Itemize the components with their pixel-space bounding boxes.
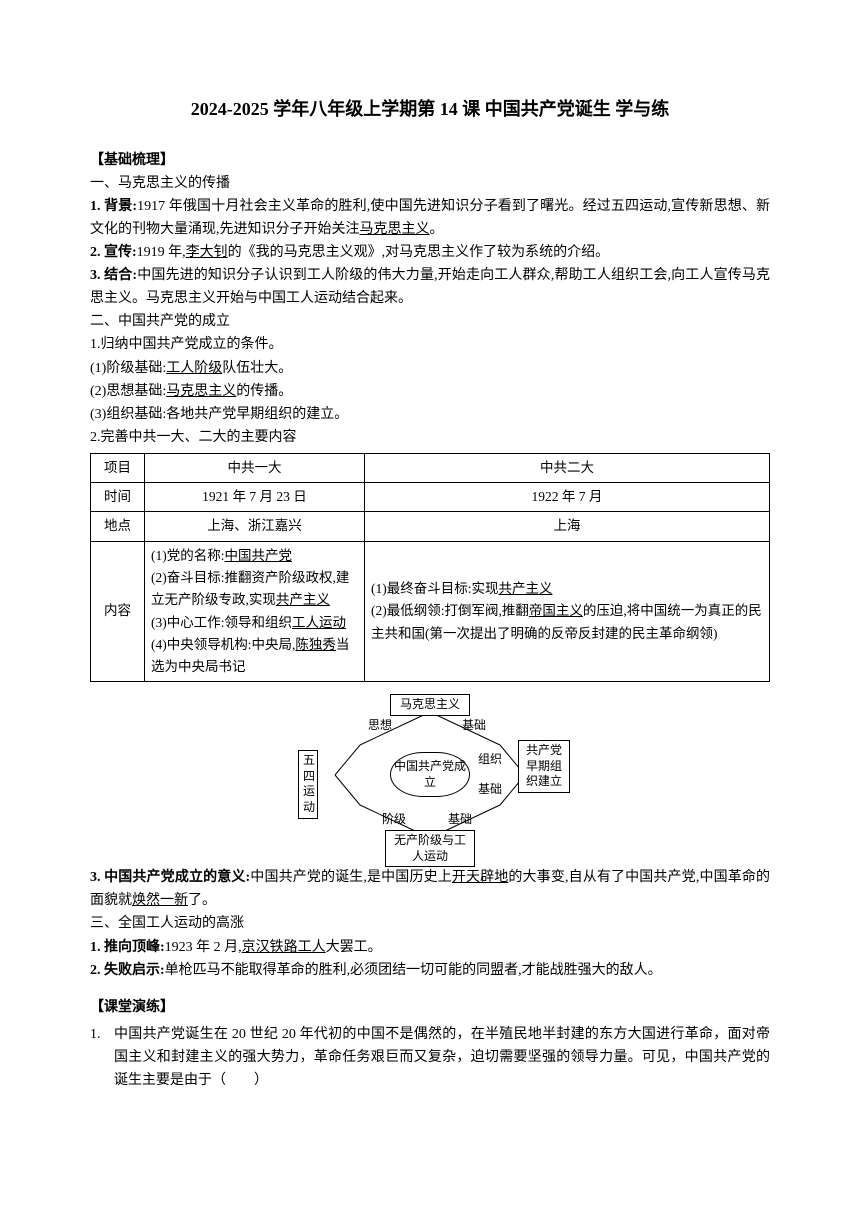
edge-label-bl: 阶级 bbox=[382, 812, 406, 826]
section-basics-header: 【基础梳理】 bbox=[90, 149, 770, 172]
diagram-bottom-box: 无产阶级与工人运动 bbox=[385, 830, 475, 867]
edge-label-tr: 基础 bbox=[462, 718, 486, 732]
cond2-pre: (2)思想基础: bbox=[90, 384, 166, 399]
cond1-post: 队伍壮大。 bbox=[222, 361, 292, 376]
combine-label: 3. 结合: bbox=[90, 268, 137, 283]
significance-text-3: 了。 bbox=[188, 893, 216, 908]
td-time-2: 1922 年 7 月 bbox=[364, 483, 769, 512]
td-content-label: 内容 bbox=[91, 541, 145, 682]
peak-para: 1. 推向顶峰:1923 年 2 月,京汉铁路工人大罢工。 bbox=[90, 936, 770, 959]
td-time-1: 1921 年 7 月 23 日 bbox=[145, 483, 365, 512]
c1-l1-u: 中国共产党 bbox=[225, 548, 293, 563]
significance-u2: 焕然一新 bbox=[132, 893, 188, 908]
c2-l2-u: 帝国主义 bbox=[529, 603, 583, 618]
table-row: 内容 (1)党的名称:中国共产党 (2)奋斗目标:推翻资产阶级政权,建立无产阶级… bbox=[91, 541, 770, 682]
significance-text-1: 中国共产党的诞生,是中国历史上 bbox=[250, 870, 452, 885]
propaganda-label: 2. 宣传: bbox=[90, 245, 137, 260]
table-row: 时间 1921 年 7 月 23 日 1922 年 7 月 bbox=[91, 483, 770, 512]
page-title: 2024-2025 学年八年级上学期第 14 课 中国共产党诞生 学与练 bbox=[90, 95, 770, 125]
exercise-item: 1. 中国共产党诞生在 20 世纪 20 年代初的中国不是偶然的，在半殖民地半封… bbox=[90, 1023, 770, 1092]
exercise-number: 1. bbox=[90, 1023, 114, 1092]
exercise-header: 【课堂演练】 bbox=[90, 996, 770, 1019]
subsection-1: 一、马克思主义的传播 bbox=[90, 172, 770, 195]
edge-label-tl: 思想 bbox=[368, 718, 392, 732]
c1-l2-u: 共产主义 bbox=[276, 592, 330, 607]
condition-3: (3)组织基础:各地共产党早期组织的建立。 bbox=[90, 403, 770, 426]
concept-diagram: 马克思主义 五四运动 中国共产党成立 共产党早期组织建立 无产阶级与工人运动 思… bbox=[290, 690, 570, 860]
propaganda-underline: 李大钊 bbox=[186, 245, 228, 260]
edge-label-rt: 组织 bbox=[478, 752, 502, 766]
cond1-pre: (1)阶级基础: bbox=[90, 361, 166, 376]
c1-l3-u: 工人运动 bbox=[292, 615, 346, 630]
background-para: 1. 背景:1917 年俄国十月社会主义革命的胜利,使中国先进知识分子看到了曙光… bbox=[90, 195, 770, 241]
subsection-3: 三、全国工人运动的高涨 bbox=[90, 912, 770, 935]
failure-label: 2. 失败启示: bbox=[90, 963, 165, 978]
th-item: 项目 bbox=[91, 453, 145, 482]
c2-l2-pre: (2)最低纲领:打倒军阀,推翻 bbox=[371, 603, 529, 618]
td-place-2: 上海 bbox=[364, 512, 769, 541]
cond2-u: 马克思主义 bbox=[166, 384, 236, 399]
td-content-1: (1)党的名称:中国共产党 (2)奋斗目标:推翻资产阶级政权,建立无产阶级专政,… bbox=[145, 541, 365, 682]
cond1-u: 工人阶级 bbox=[166, 361, 222, 376]
td-place-1: 上海、浙江嘉兴 bbox=[145, 512, 365, 541]
diagram-right-box: 共产党早期组织建立 bbox=[518, 740, 570, 793]
cond2-post: 的传播。 bbox=[236, 384, 292, 399]
background-text-2: 。 bbox=[430, 222, 444, 237]
background-underline: 马克思主义 bbox=[360, 222, 430, 237]
table-header-row: 项目 中共一大 中共二大 bbox=[91, 453, 770, 482]
condition-2: (2)思想基础:马克思主义的传播。 bbox=[90, 380, 770, 403]
peak-label: 1. 推向顶峰: bbox=[90, 940, 165, 955]
significance-para: 3. 中国共产党成立的意义:中国共产党的诞生,是中国历史上开天辟地的大事变,自从… bbox=[90, 866, 770, 912]
congress-table: 项目 中共一大 中共二大 时间 1921 年 7 月 23 日 1922 年 7… bbox=[90, 453, 770, 682]
td-content-2: (1)最终奋斗目标:实现共产主义 (2)最低纲领:打倒军阀,推翻帝国主义的压迫,… bbox=[364, 541, 769, 682]
exercise-text: 中国共产党诞生在 20 世纪 20 年代初的中国不是偶然的，在半殖民地半封建的东… bbox=[114, 1023, 770, 1092]
th-congress-1: 中共一大 bbox=[145, 453, 365, 482]
condition-1: (1)阶级基础:工人阶级队伍壮大。 bbox=[90, 357, 770, 380]
c2-l1-pre: (1)最终奋斗目标:实现 bbox=[371, 581, 499, 596]
diagram-left-box: 五四运动 bbox=[298, 750, 318, 818]
edge-label-rb: 基础 bbox=[478, 782, 502, 796]
item-1: 1.归纳中国共产党成立的条件。 bbox=[90, 333, 770, 356]
propaganda-text-2: 的《我的马克思主义观》,对马克思主义作了较为系统的介绍。 bbox=[228, 245, 610, 260]
diagram-top-box: 马克思主义 bbox=[390, 694, 470, 716]
significance-label: 3. 中国共产党成立的意义: bbox=[90, 870, 250, 885]
combine-text: 中国先进的知识分子认识到工人阶级的伟大力量,开始走向工人群众,帮助工人组织工会,… bbox=[90, 268, 770, 306]
c1-l4-pre: (4)中央领导机构:中央局, bbox=[151, 637, 295, 652]
peak-text-2: 大罢工。 bbox=[326, 940, 382, 955]
peak-u: 京汉铁路工人 bbox=[242, 940, 326, 955]
peak-text-1: 1923 年 2 月, bbox=[165, 940, 242, 955]
c1-l3-pre: (3)中心工作:领导和组织 bbox=[151, 615, 292, 630]
c1-l1-pre: (1)党的名称: bbox=[151, 548, 225, 563]
significance-u1: 开天辟地 bbox=[452, 870, 509, 885]
th-congress-2: 中共二大 bbox=[364, 453, 769, 482]
td-time-label: 时间 bbox=[91, 483, 145, 512]
td-place-label: 地点 bbox=[91, 512, 145, 541]
subsection-2: 二、中国共产党的成立 bbox=[90, 310, 770, 333]
diagram-container: 马克思主义 五四运动 中国共产党成立 共产党早期组织建立 无产阶级与工人运动 思… bbox=[90, 690, 770, 860]
edge-label-br: 基础 bbox=[448, 812, 472, 826]
table-row: 地点 上海、浙江嘉兴 上海 bbox=[91, 512, 770, 541]
propaganda-para: 2. 宣传:1919 年,李大钊的《我的马克思主义观》,对马克思主义作了较为系统… bbox=[90, 241, 770, 264]
failure-text: 单枪匹马不能取得革命的胜利,必须团结一切可能的同盟者,才能战胜强大的敌人。 bbox=[165, 963, 662, 978]
failure-para: 2. 失败启示:单枪匹马不能取得革命的胜利,必须团结一切可能的同盟者,才能战胜强… bbox=[90, 959, 770, 982]
propaganda-text-1: 1919 年, bbox=[137, 245, 186, 260]
diagram-center-box: 中国共产党成立 bbox=[390, 752, 470, 797]
item-2: 2.完善中共一大、二大的主要内容 bbox=[90, 426, 770, 449]
c1-l4-u: 陈独秀 bbox=[295, 637, 336, 652]
c2-l1-u: 共产主义 bbox=[498, 581, 552, 596]
combine-para: 3. 结合:中国先进的知识分子认识到工人阶级的伟大力量,开始走向工人群众,帮助工… bbox=[90, 264, 770, 310]
background-label: 1. 背景: bbox=[90, 199, 137, 214]
